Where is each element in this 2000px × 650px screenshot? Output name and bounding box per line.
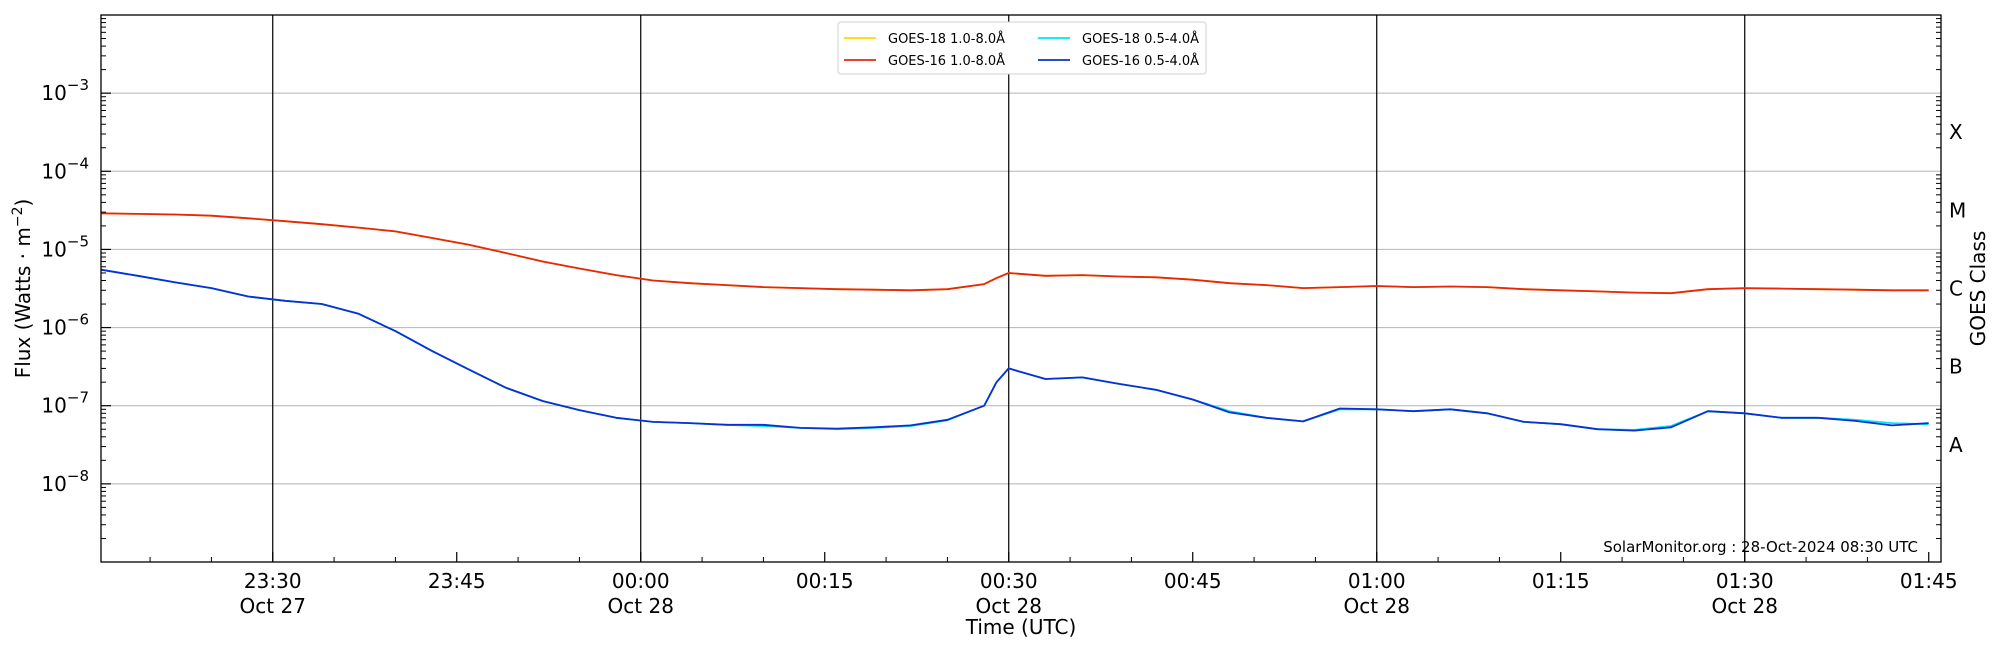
date-vertical-lines: [272, 15, 1746, 562]
x-tick-time-label: 01:45: [1900, 569, 1958, 593]
legend-label: GOES-18 1.0-8.0Å: [888, 31, 1005, 47]
goes-class-labels: X M C B A: [1949, 120, 1966, 457]
x-tick-date-label: Oct 27: [240, 594, 306, 618]
x-tick-time-label: 01:15: [1532, 569, 1590, 593]
x-tick-time-label: 23:45: [428, 569, 486, 593]
x-tick-time-label: 00:45: [1164, 569, 1222, 593]
series-line-2: [100, 212, 1929, 295]
credit-text: SolarMonitor.org : 28-Oct-2024 08:30 UTC: [1603, 538, 1918, 556]
goes-class-axis-title: GOES Class: [1966, 231, 1990, 347]
y-tick-label: 10−4: [41, 154, 89, 183]
legend-label: GOES-16 0.5-4.0Å: [1082, 53, 1199, 69]
goes-class-label: X: [1949, 120, 1963, 144]
y-axis-title-close: ): [11, 199, 35, 207]
x-tick-time-label: 01:00: [1348, 569, 1406, 593]
goes-class-label: M: [1949, 198, 1966, 222]
plot-frame: [100, 14, 1942, 563]
series-line-3: [100, 268, 1929, 432]
y-tick-label: 10−5: [41, 232, 89, 261]
y-tick-label: 10−7: [41, 389, 89, 418]
y-tick-label: 10−3: [41, 76, 89, 105]
goes-class-label: A: [1949, 433, 1963, 457]
x-tick-time-label: 00:15: [796, 569, 854, 593]
x-tick-time-label: 00:30: [980, 569, 1038, 593]
x-tick-date-label: Oct 28: [976, 594, 1042, 618]
x-tick-date-label: Oct 28: [1712, 594, 1778, 618]
x-tick-date-label: Oct 28: [608, 594, 674, 618]
y-tick-label: 10−8: [41, 467, 89, 496]
y-axis-title: Flux (Watts · m−2): [10, 199, 35, 379]
x-tick-date-label: Oct 28: [1344, 594, 1410, 618]
y-tick-label: 10−6: [41, 311, 89, 340]
legend-box: [837, 21, 1207, 75]
goes-class-label: C: [1949, 277, 1963, 301]
legend-label: GOES-16 1.0-8.0Å: [888, 53, 1005, 69]
goes-class-label: B: [1949, 355, 1963, 379]
x-axis-title: Time (UTC): [965, 615, 1077, 639]
legend-label: GOES-18 0.5-4.0Å: [1082, 31, 1199, 47]
series-line-0: [100, 212, 1929, 295]
x-tick-time-label: 23:30: [244, 569, 302, 593]
y-axis-title-main: Flux (Watts · m: [11, 227, 35, 378]
y-axis-title-exponent: −2: [10, 207, 26, 228]
grid-layer: [101, 92, 1941, 485]
x-tick-time-label: 00:00: [612, 569, 670, 593]
x-tick-time-label: 01:30: [1716, 569, 1774, 593]
series-layer: [100, 212, 1929, 432]
legend: GOES-18 1.0-8.0Å GOES-16 1.0-8.0Å GOES-18 …: [837, 21, 1207, 75]
y-axis-ticks: 10−8 10−7 10−6 10−5 10−4 10−3: [41, 18, 1941, 539]
